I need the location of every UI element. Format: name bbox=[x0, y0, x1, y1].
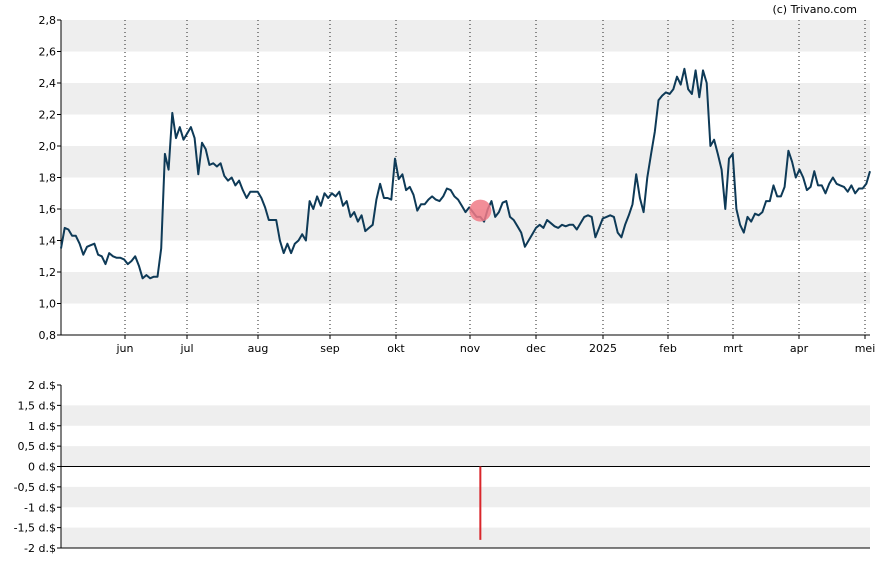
price-y-tick-label: 1,0 bbox=[39, 298, 57, 311]
event-marker bbox=[469, 199, 492, 222]
price-x-tick-label: feb bbox=[659, 342, 677, 355]
dividend-y-tick-label: -0,5 d.$ bbox=[14, 481, 56, 494]
dividend-y-tick-label: 1,5 d.$ bbox=[18, 399, 56, 412]
price-band bbox=[61, 209, 870, 241]
price-band bbox=[61, 20, 870, 52]
price-x-tick-label: 2025 bbox=[589, 342, 617, 355]
price-x-tick-label: dec bbox=[526, 342, 546, 355]
credit-label: (c) Trivano.com bbox=[772, 3, 857, 16]
price-y-tick-label: 1,2 bbox=[39, 266, 57, 279]
price-series bbox=[60, 67, 871, 280]
price-x-tick-label: mei bbox=[855, 342, 876, 355]
price-y-tick-label: 2,0 bbox=[39, 140, 57, 153]
price-x-tick-label: sep bbox=[320, 342, 339, 355]
dividend-y-tick-label: -1,5 d.$ bbox=[14, 522, 56, 535]
price-band bbox=[61, 146, 870, 178]
price-x-ticks: jun jul aug sep okt nov dec 2025 feb mrt apr mei bbox=[116, 335, 876, 355]
price-y-tick-label: 2,4 bbox=[39, 77, 57, 90]
dividend-y-tick-label: 0,5 d.$ bbox=[18, 440, 56, 453]
price-band bbox=[61, 83, 870, 115]
price-x-tick-label: mrt bbox=[723, 342, 743, 355]
price-y-tick-label: 0,8 bbox=[39, 329, 57, 342]
price-x-tick-label: nov bbox=[460, 342, 481, 355]
price-y-ticks: 0,8 1,0 1,2 1,4 1,6 1,8 2,0 2,2 2,4 2,6 2,8 bbox=[39, 14, 61, 342]
dividend-y-tick-label: 2 d.$ bbox=[28, 379, 56, 392]
dividend-y-tick-label: 1 d.$ bbox=[28, 420, 56, 433]
dividend-chart-bands bbox=[61, 405, 870, 548]
price-x-tick-label: okt bbox=[387, 342, 405, 355]
dividend-band bbox=[61, 527, 870, 548]
dividend-band bbox=[61, 486, 870, 508]
price-band bbox=[61, 272, 870, 304]
price-line bbox=[60, 67, 871, 280]
price-y-tick-label: 2,6 bbox=[39, 46, 57, 59]
dividend-y-ticks: -2 d.$ -1,5 d.$ -1 d.$ -0,5 d.$ 0 d.$ 0,5 d.$… bbox=[14, 379, 61, 555]
dividend-band bbox=[61, 446, 870, 467]
dividend-y-tick-label: -1 d.$ bbox=[24, 501, 56, 514]
price-chart-month-gridlines bbox=[124, 20, 866, 335]
price-y-tick-label: 1,4 bbox=[39, 235, 57, 248]
price-x-tick-label: apr bbox=[790, 342, 809, 355]
price-x-tick-label: jun bbox=[116, 342, 134, 355]
price-y-tick-label: 1,8 bbox=[39, 172, 57, 185]
dividend-band bbox=[61, 405, 870, 426]
dividend-y-tick-label: 0 d.$ bbox=[28, 461, 56, 474]
price-x-tick-label: jul bbox=[179, 342, 193, 355]
price-chart-bands bbox=[61, 20, 870, 304]
price-x-tick-label: aug bbox=[248, 342, 269, 355]
price-y-tick-label: 2,2 bbox=[39, 109, 57, 122]
dividend-y-tick-label: -2 d.$ bbox=[24, 542, 56, 555]
price-y-tick-label: 2,8 bbox=[39, 14, 57, 27]
price-y-tick-label: 1,6 bbox=[39, 203, 57, 216]
